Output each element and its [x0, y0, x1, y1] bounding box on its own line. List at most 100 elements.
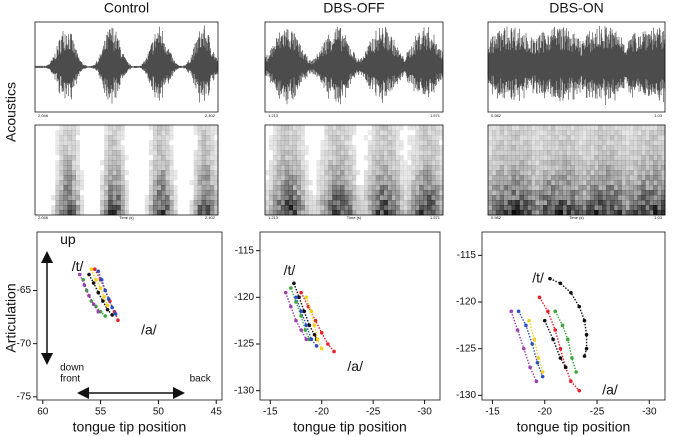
waveform [34, 25, 219, 104]
spectrogram-cell [288, 130, 293, 136]
spectrogram-cell [296, 140, 301, 146]
spectrogram-cell [59, 195, 64, 201]
spectrogram-cell [328, 190, 333, 196]
spectrogram-cell [320, 180, 325, 186]
point [558, 356, 563, 360]
spectrogram-cell [100, 185, 105, 191]
spectrogram-cell [169, 185, 174, 191]
spectrogram-cell [152, 170, 158, 176]
spectrogram-cell [554, 175, 560, 181]
spectrogram-cell [415, 185, 420, 191]
spectrogram-cell [570, 135, 575, 141]
spectrogram-cell [399, 170, 404, 176]
spectrogram-cell [387, 190, 392, 196]
spectrogram-cell [116, 145, 121, 151]
spectrogram-frame [34, 124, 219, 216]
spectrogram-cell [344, 125, 349, 131]
spectrogram-cell [320, 185, 325, 191]
spectrogram-cell [280, 210, 286, 216]
spectrogram-cell [594, 155, 599, 161]
spectrogram-cell [284, 190, 290, 196]
spectrogram-cell [288, 140, 293, 146]
point [116, 318, 120, 323]
spectrogram-cell [558, 210, 564, 216]
spectrogram-cell [570, 210, 575, 216]
spectrogram-cell [598, 160, 603, 166]
spectrogram-cell [550, 195, 556, 201]
spectrogram-cell [403, 205, 408, 211]
spectrogram-cell [391, 160, 396, 166]
spectrogram-cell [598, 185, 603, 191]
spectrogram-cell [344, 170, 349, 176]
spectrogram-cell [316, 180, 321, 186]
spectrogram-cell [419, 155, 424, 161]
spectrogram-cell [617, 135, 623, 141]
spectrogram-cell [562, 180, 567, 186]
point [99, 278, 104, 282]
point [105, 303, 110, 308]
spectrogram-cell [641, 190, 646, 196]
spectrogram-cell [602, 140, 607, 146]
spectrogram-cell [348, 160, 353, 166]
spectrogram-cell [272, 125, 278, 131]
spectrogram-cell [491, 165, 497, 171]
spectrogram-cell [649, 140, 654, 146]
spectrogram-cell [296, 185, 301, 191]
point [546, 309, 550, 314]
spectrogram-cell [379, 195, 384, 201]
point [314, 344, 319, 348]
spectrogram-cell [431, 185, 436, 191]
spectrogram-cell [531, 130, 536, 136]
spectrogram-cell [296, 125, 301, 131]
spectrogram-cell [633, 170, 638, 176]
spectrogram-cell [617, 205, 623, 211]
spectrogram-cell [399, 195, 404, 201]
spectrogram-cell [645, 125, 650, 131]
spectrogram-cell [407, 180, 412, 186]
spectrogram-cell [205, 190, 211, 196]
spectrogram-cell [621, 200, 626, 206]
spectrogram-cell [570, 200, 575, 206]
spectrogram-cell [157, 125, 162, 131]
spectrogram-cell [79, 170, 85, 176]
chart-title: DBS-OFF [323, 0, 384, 16]
spectrogram-cell [531, 150, 536, 156]
spectrogram-cell [531, 140, 536, 146]
spectrogram-cell [205, 125, 211, 131]
spectrogram-cell [629, 145, 634, 151]
spectrogram-cell [375, 210, 381, 216]
spectrogram-cell [653, 185, 658, 191]
annotation: /t/ [284, 262, 296, 278]
spectrogram-cell [280, 190, 286, 196]
spectrogram-cell [515, 170, 520, 176]
spectrogram-cell [104, 135, 109, 141]
trajectory [293, 283, 318, 340]
spectrogram-cell [435, 145, 440, 151]
spectrogram-cell [645, 200, 650, 206]
spectrogram-cell [423, 205, 428, 211]
spectrogram-cell [265, 195, 270, 201]
trajectory [88, 274, 113, 316]
spectrogram-cell [272, 160, 278, 166]
spectrogram-cell [63, 205, 68, 211]
spectrogram-cell [649, 205, 654, 211]
spectrogram-cell [316, 175, 321, 181]
spectrogram-cell [621, 175, 626, 181]
spectrogram-cell [431, 135, 436, 141]
spectrogram-cell [649, 195, 654, 201]
spectrogram-cell [602, 170, 607, 176]
spectrogram-cell [594, 150, 599, 156]
spectrogram-cell [79, 195, 85, 201]
spectrogram-cell [116, 200, 121, 206]
spectrogram-cell [558, 160, 564, 166]
spectrogram-cell [609, 210, 615, 216]
spectrogram-cell [554, 130, 560, 136]
spectrogram-cell [201, 210, 207, 216]
spectrogram-cell [621, 125, 626, 131]
spectrogram-cell [280, 125, 286, 131]
spectrogram-cell [511, 145, 516, 151]
spectrogram-cell [205, 185, 211, 191]
spectrogram-cell [629, 135, 634, 141]
spectrogram-cell [209, 135, 215, 141]
spectrogram-cell [161, 190, 166, 196]
